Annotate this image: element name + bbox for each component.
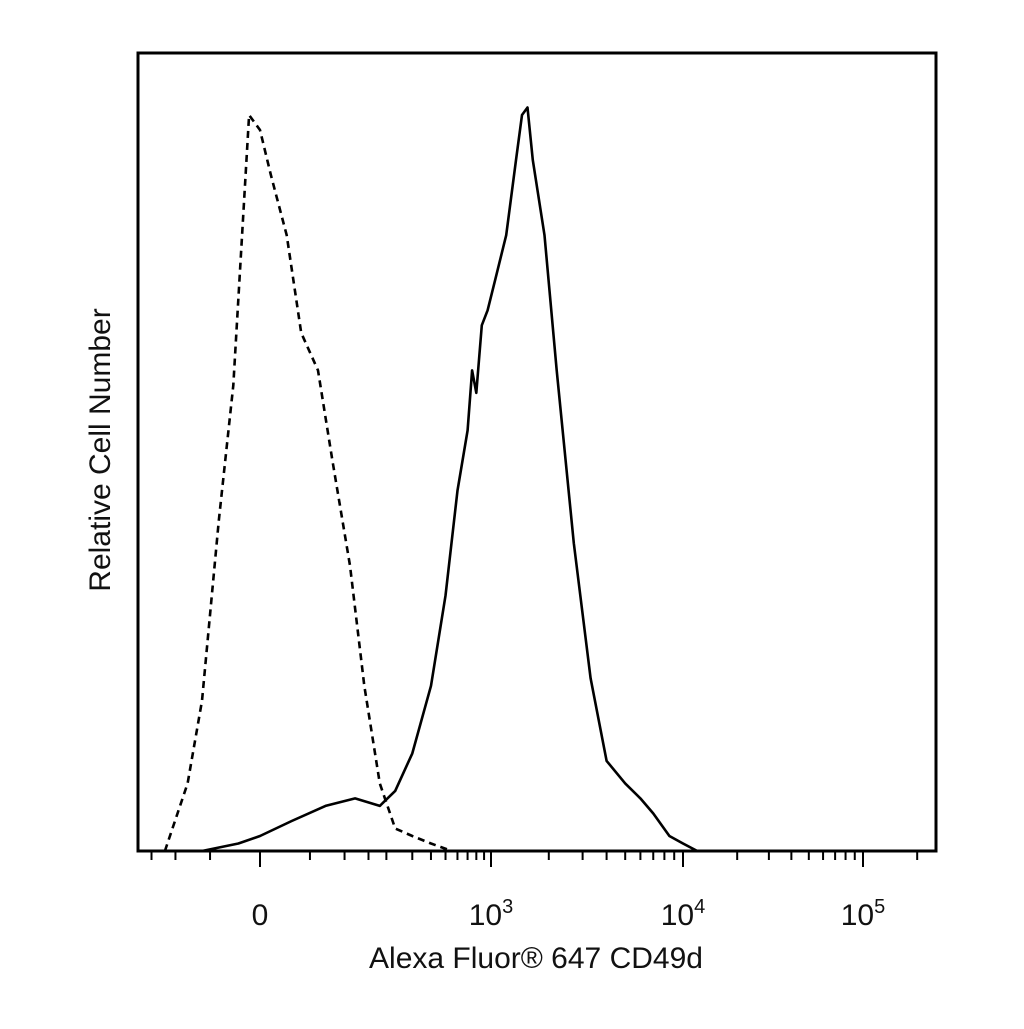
x-tick-label: 104	[661, 896, 706, 932]
x-tick-labels: 0 103 104 105	[252, 896, 886, 932]
x-tick-label: 103	[469, 896, 514, 932]
plot-frame	[136, 51, 938, 853]
y-axis-label: Relative Cell Number	[84, 308, 117, 591]
cd49d-stained-histogram	[201, 106, 715, 853]
x-tick-label: 105	[841, 896, 886, 932]
x-major-ticks	[259, 851, 864, 867]
x-minor-ticks	[150, 851, 919, 860]
x-axis-label: Alexa Fluor® 647 CD49d	[369, 942, 703, 975]
x-tick-label: 0	[252, 899, 269, 932]
isotype-control-histogram	[163, 113, 549, 853]
